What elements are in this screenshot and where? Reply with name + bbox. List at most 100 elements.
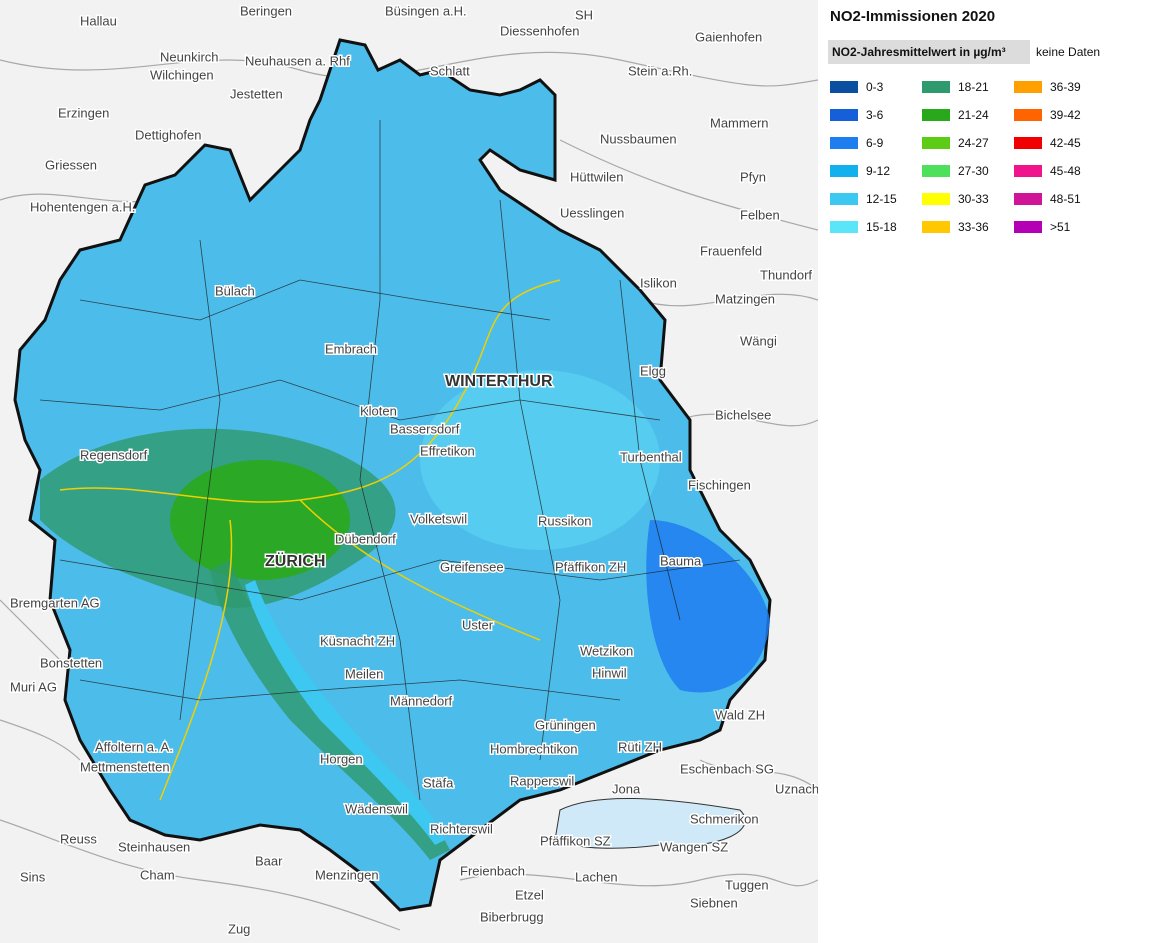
place-label: Lachen	[575, 869, 618, 884]
legend-swatch	[1014, 165, 1042, 177]
legend-no-data: keine Daten	[1036, 45, 1101, 59]
legend-header: NO2-Jahresmittelwert in µg/m³	[828, 40, 1030, 64]
legend-swatch	[922, 81, 950, 93]
legend-label: 9-12	[866, 164, 891, 178]
lake-zurich	[245, 580, 445, 845]
legend-swatch	[1014, 137, 1042, 149]
legend-label: 18-21	[958, 80, 989, 94]
place-label: Biberbrugg	[480, 909, 544, 924]
place-label: Embrach	[325, 341, 377, 356]
place-label: Jona	[612, 781, 641, 796]
place-label: Schmerikon	[690, 811, 759, 826]
zone-6-9	[646, 520, 770, 693]
place-label: Menzingen	[315, 867, 379, 882]
place-label: Wädenswil	[345, 801, 408, 816]
legend-label: 12-15	[866, 192, 897, 206]
place-label: Meilen	[345, 666, 383, 681]
place-label: Baar	[255, 853, 283, 868]
place-label: Stäfa	[423, 775, 454, 790]
place-label: Russikon	[538, 513, 591, 528]
place-label: Regensdorf	[80, 447, 148, 462]
place-label: Rapperswil	[510, 773, 574, 788]
place-label: Richterswil	[430, 821, 493, 836]
place-label: Uznach	[775, 781, 818, 796]
legend-label: 48-51	[1050, 192, 1081, 206]
legend-swatch	[1014, 193, 1042, 205]
legend-label: 33-36	[958, 220, 989, 234]
place-label: Hallau	[80, 13, 117, 28]
place-label: Wald ZH	[715, 707, 765, 722]
place-label: Gaienhofen	[695, 29, 762, 44]
legend-label: 6-9	[866, 136, 884, 150]
place-label: Hombrechtikon	[490, 741, 577, 756]
place-label: Stein a.Rh.	[628, 63, 692, 78]
legend-label: 36-39	[1050, 80, 1081, 94]
place-label: Küsnacht ZH	[320, 633, 395, 648]
legend-label: 39-42	[1050, 108, 1081, 122]
place-label: Nussbaumen	[600, 131, 677, 146]
canton-zurich	[13, 38, 772, 912]
municipality-borders	[39, 120, 741, 801]
place-label: Cham	[140, 867, 175, 882]
place-label: Diessenhofen	[500, 23, 580, 38]
place-label: Schlatt	[430, 63, 470, 78]
place-label: Hinwil	[592, 665, 627, 680]
place-label: Bülach	[215, 283, 255, 298]
place-label: Wetzikon	[580, 643, 633, 658]
place-label: Tuggen	[725, 877, 769, 892]
place-label: Turbenthal	[620, 449, 682, 464]
place-label: Matzingen	[715, 291, 775, 306]
place-label: Horgen	[320, 751, 363, 766]
place-label: Griessen	[45, 157, 97, 172]
place-label: Bauma	[660, 553, 702, 568]
place-label: Islikon	[640, 275, 677, 290]
roads	[0, 51, 818, 931]
place-label: Etzel	[515, 887, 544, 902]
legend-label: >51	[1050, 220, 1071, 234]
legend-title: NO2-Immissionen 2020	[830, 8, 996, 25]
place-label: Affoltern a. A.	[95, 739, 173, 754]
legend-swatch	[922, 221, 950, 233]
place-label: Siebnen	[690, 895, 738, 910]
place-label: Grüningen	[535, 717, 596, 732]
legend-swatch	[830, 109, 858, 121]
place-label: Muri AG	[10, 679, 57, 694]
legend-swatch	[830, 165, 858, 177]
place-label: Frauenfeld	[700, 243, 762, 258]
legend-swatch	[922, 193, 950, 205]
place-label: Wängi	[740, 333, 777, 348]
roads-high	[59, 279, 561, 801]
legend-label: 15-18	[866, 220, 897, 234]
place-label: Dübendorf	[335, 531, 396, 546]
place-label: Kloten	[360, 403, 397, 418]
place-label: Effretikon	[420, 443, 475, 458]
place-label: WINTERTHUR	[445, 373, 553, 390]
map: Hallau Beringen Büsingen a.H. SHDiessenhofe…	[0, 0, 818, 943]
place-label: Büsingen a.H.	[385, 3, 467, 18]
place-label: Neunkirch	[160, 49, 219, 64]
legend-label: 21-24	[958, 108, 989, 122]
place-label: ZÜRICH	[265, 551, 325, 570]
place-label: Reuss	[60, 831, 97, 846]
legend-swatch	[830, 137, 858, 149]
legend-label: 30-33	[958, 192, 989, 206]
place-label: Pfäffikon SZ	[540, 833, 611, 848]
legend-label: 3-6	[866, 108, 884, 122]
place-label: Thundorf	[760, 267, 812, 282]
place-label: Bonstetten	[40, 655, 102, 670]
zone-21-24	[170, 460, 350, 580]
place-label: Pfyn	[740, 169, 766, 184]
place-label: Elgg	[640, 363, 666, 378]
legend-label: 27-30	[958, 164, 989, 178]
legend-label: 42-45	[1050, 136, 1081, 150]
place-label: Bichelsee	[715, 407, 771, 422]
legend-swatch	[1014, 109, 1042, 121]
legend-swatch	[1014, 81, 1042, 93]
place-label: Männedorf	[390, 693, 453, 708]
place-label: Mettmenstetten	[80, 759, 170, 774]
place-label: Beringen	[240, 3, 292, 18]
legend-label: 24-27	[958, 136, 989, 150]
legend-swatch	[922, 137, 950, 149]
legend-swatch	[830, 81, 858, 93]
